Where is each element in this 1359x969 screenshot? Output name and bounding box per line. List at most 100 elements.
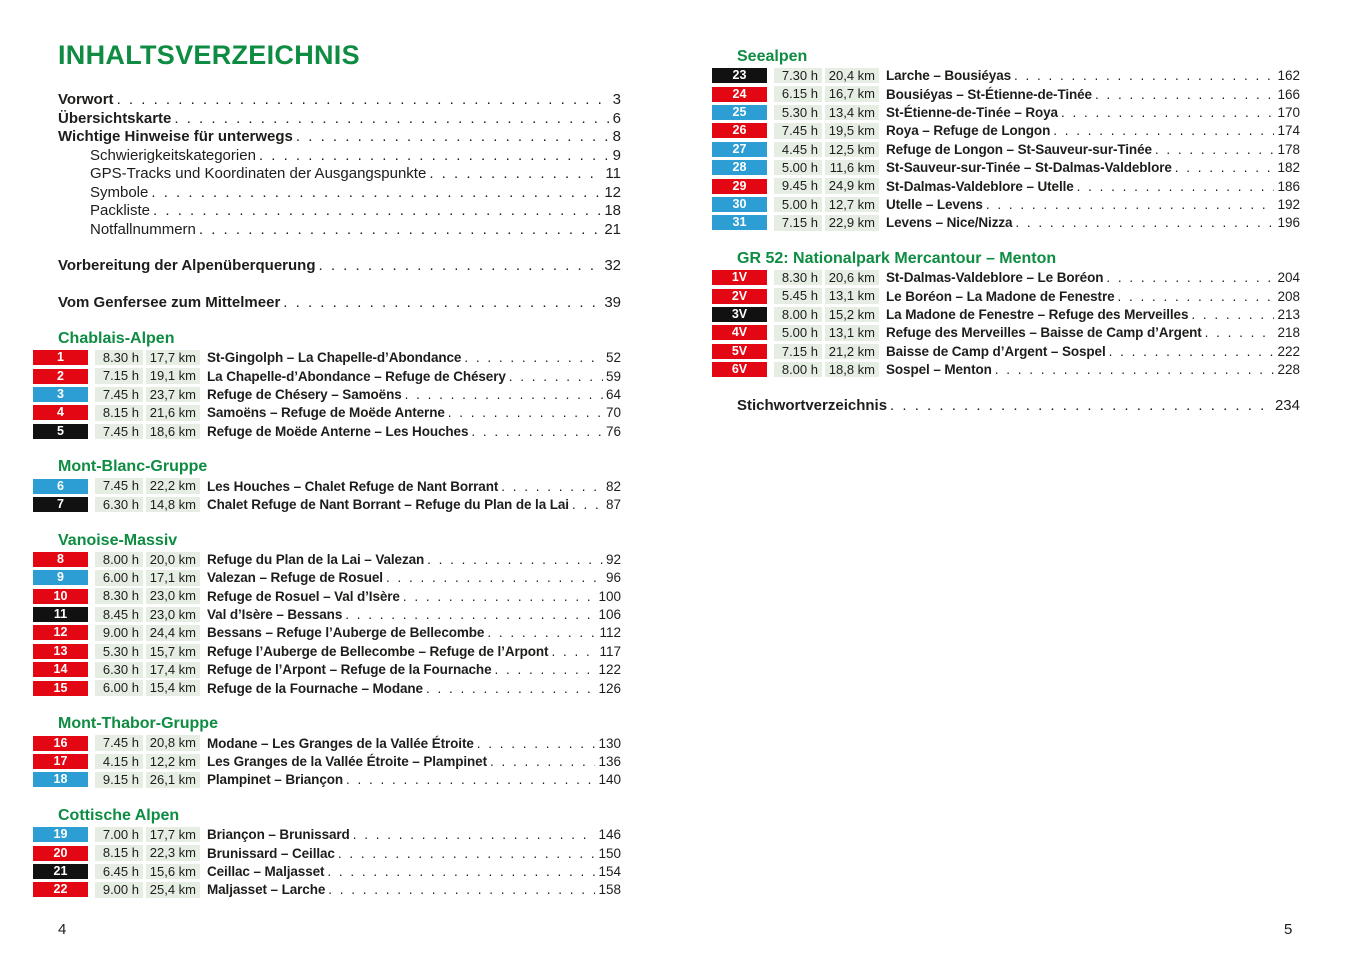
route-duration: 9.00 h xyxy=(95,882,143,898)
leader-dots xyxy=(490,754,596,769)
route-number-badge: 30 xyxy=(712,196,767,212)
leader-dots xyxy=(1077,179,1275,194)
route-main: Roya – Refuge de Longon 174 xyxy=(886,123,1300,138)
leader-dots xyxy=(117,91,610,110)
route-duration: 7.45 h xyxy=(95,423,143,439)
route-distance: 20,0 km xyxy=(146,551,200,568)
section-heading: Vanoise-Massiv xyxy=(58,531,178,549)
route-title: Bessans – Refuge l’Auberge de Bellecombe xyxy=(207,625,485,641)
route-title: Sospel – Menton xyxy=(886,362,992,378)
route-number-badge: 4 xyxy=(33,405,88,421)
route-number-badge: 5 xyxy=(33,423,88,439)
route-main: Plampinet – Briançon 140 xyxy=(207,772,621,787)
route-duration: 7.45 h xyxy=(95,386,143,403)
route-number-badge: 1V xyxy=(712,270,767,286)
route-title: Utelle – Levens xyxy=(886,196,983,212)
route-main: Refuge de Moëde Anterne – Les Houches 76 xyxy=(207,424,621,439)
route-distance: 18,6 km xyxy=(146,423,200,439)
route-number-badge: 5V xyxy=(712,343,767,359)
route-distance: 15,6 km xyxy=(146,863,200,880)
section: Seealpen 23 7.30 h 20,4 km Larche – Bousiéya… xyxy=(712,48,1300,232)
route-title: Refuge de la Fournache – Modane xyxy=(207,680,423,696)
section: Cottische Alpen 19 7.00 h 17,7 km Briançon –… xyxy=(33,807,621,899)
route-duration: 5.00 h xyxy=(774,196,822,213)
page-ref: 222 xyxy=(1277,343,1300,359)
route-main: Levens – Nice/Nizza 196 xyxy=(886,215,1300,230)
route-distance: 17,7 km xyxy=(146,349,200,366)
route-number-badge: 3 xyxy=(33,386,88,402)
page-ref: 178 xyxy=(1277,141,1300,157)
route-row: 4V 5.00 h 13,1 km Refuge des Merveilles – B… xyxy=(712,324,1300,342)
section: Mont-Thabor-Gruppe 16 7.45 h 20,8 km Modane … xyxy=(33,715,621,789)
route-duration: 4.15 h xyxy=(95,753,143,770)
toc-item-label: Wichtige Hinweise für unterwegs xyxy=(58,128,293,145)
route-number-badge: 23 xyxy=(712,68,767,84)
route-sections-right: Seealpen 23 7.30 h 20,4 km Larche – Bousiéya… xyxy=(712,48,1300,379)
route-duration: 7.45 h xyxy=(95,735,143,751)
route-number-badge: 6 xyxy=(33,478,88,494)
route-title: Samoëns – Refuge de Moëde Anterne xyxy=(207,405,445,421)
page-ref: 158 xyxy=(598,882,621,898)
route-main: Bessans – Refuge l’Auberge de Bellecombe… xyxy=(207,625,621,640)
toc-item-label: Übersichtskarte xyxy=(58,109,172,127)
route-duration: 8.30 h xyxy=(95,349,143,366)
leader-dots xyxy=(427,552,603,567)
route-main: Briançon – Brunissard 146 xyxy=(207,827,621,842)
leader-dots xyxy=(338,846,596,861)
route-main: St-Étienne-de-Tinée – Roya 170 xyxy=(886,105,1300,120)
route-title: Valezan – Refuge de Rosuel xyxy=(207,570,383,586)
route-row: 13 5.30 h 15,7 km Refuge l’Auberge de Belle… xyxy=(33,642,621,660)
page-ref: 70 xyxy=(605,405,621,421)
route-distance: 25,4 km xyxy=(146,882,200,898)
route-distance: 16,7 km xyxy=(825,86,879,102)
leader-dots xyxy=(153,202,601,221)
route-distance: 14,8 km xyxy=(146,496,200,513)
leader-dots xyxy=(1014,68,1274,83)
route-title: Larche – Bousiéyas xyxy=(886,68,1012,84)
route-number-badge: 17 xyxy=(33,753,88,769)
page-ref: 186 xyxy=(1277,178,1300,194)
leader-dots xyxy=(1053,123,1274,138)
page-ref: 82 xyxy=(605,478,621,494)
route-title: Modane – Les Granges de la Vallée Étroit… xyxy=(207,735,474,751)
route-row: 3 7.45 h 23,7 km Refuge de Chésery – Samoën… xyxy=(33,385,621,403)
route-duration: 6.00 h xyxy=(95,680,143,696)
route-duration: 6.30 h xyxy=(95,496,143,513)
toc-item-label: Notfallnummern xyxy=(90,220,196,238)
route-duration: 8.00 h xyxy=(774,306,822,323)
toc-line: Packliste 18 xyxy=(90,202,621,221)
route-row: 6 7.45 h 22,2 km Les Houches – Chalet Refug… xyxy=(33,477,621,495)
route-distance: 13,1 km xyxy=(825,288,879,304)
toc-item-label: GPS-Tracks und Koordinaten der Ausgangsp… xyxy=(90,165,427,182)
route-distance: 21,6 km xyxy=(146,405,200,421)
page-ref: 204 xyxy=(1277,270,1300,286)
toc-item-label: Schwierigkeitskategorien xyxy=(90,146,256,164)
route-main: Modane – Les Granges de la Vallée Étroit… xyxy=(207,736,621,751)
route-number-badge: 7 xyxy=(33,497,88,513)
route-main: La Chapelle-d’Abondance – Refuge de Chés… xyxy=(207,369,621,384)
route-title: St-Sauveur-sur-Tinée – St-Dalmas-Valdebl… xyxy=(886,160,1172,176)
toc-item-label: Packliste xyxy=(90,202,151,219)
toc-line: Vorwort 3 xyxy=(58,91,621,110)
leader-dots xyxy=(551,644,596,659)
page-ref: 112 xyxy=(599,625,621,641)
route-distance: 17,4 km xyxy=(146,662,200,678)
leader-dots xyxy=(1175,160,1275,175)
leader-dots xyxy=(328,882,595,897)
route-row: 1V 8.30 h 20,6 km St-Dalmas-Valdeblore – Le… xyxy=(712,269,1300,287)
route-number-badge: 1 xyxy=(33,350,88,366)
route-distance: 24,4 km xyxy=(146,625,200,641)
route-distance: 22,3 km xyxy=(146,845,200,861)
route-title: Brunissard – Ceillac xyxy=(207,845,335,861)
page-ref: 6 xyxy=(612,109,621,127)
page-ref: 96 xyxy=(605,570,621,586)
route-row: 22 9.00 h25,4 km Maljasset – Larche 158 xyxy=(33,881,621,899)
route-title: Refuge de Longon – St-Sauveur-sur-Tinée xyxy=(886,141,1152,157)
route-main: Maljasset – Larche 158 xyxy=(207,882,621,897)
route-row: 17 4.15 h 12,2 km Les Granges de la Vallée … xyxy=(33,752,621,770)
section: GR 52: Nationalpark Mercantour – Menton 1… xyxy=(712,250,1300,379)
route-duration: 8.45 h xyxy=(95,606,143,623)
route-main: Larche – Bousiéyas 162 xyxy=(886,68,1300,83)
leader-dots xyxy=(1109,344,1275,359)
route-row: 21 6.45 h15,6 km Ceillac – Maljasset 154 xyxy=(33,862,621,880)
